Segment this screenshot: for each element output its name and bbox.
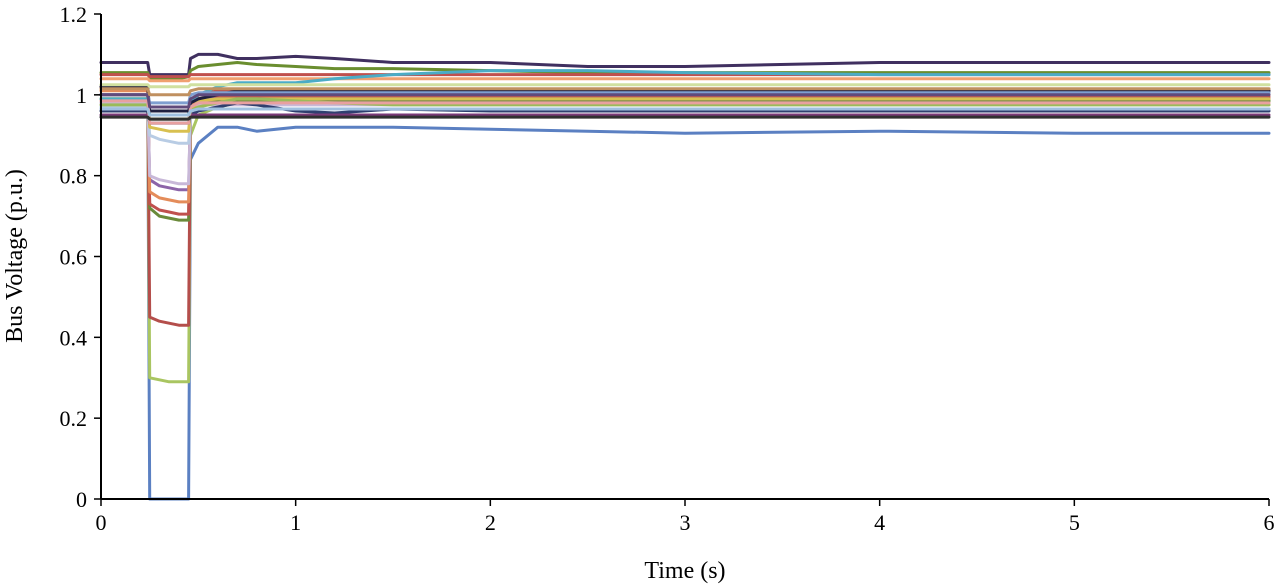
series-line-22	[99, 83, 1271, 89]
series-line-11	[99, 52, 1271, 77]
series-line-26	[99, 115, 1271, 121]
y-tick-label: 0.6	[60, 245, 88, 270]
y-tick-label: 0	[76, 487, 87, 512]
x-tick-label: 4	[874, 510, 885, 535]
series-line-12	[99, 61, 1271, 81]
axis-layer	[100, 14, 1269, 500]
series-line-1	[99, 93, 1271, 501]
series-line-21	[99, 99, 1271, 125]
y-tick-label: 0.8	[60, 164, 88, 189]
series-line-2	[99, 97, 1271, 384]
y-axis-title: Bus Voltage (p.u.)	[2, 169, 28, 343]
series-line-5	[99, 93, 1271, 216]
series-layer	[99, 52, 1271, 501]
series-line-13	[99, 73, 1271, 79]
series-line-3	[99, 85, 1271, 327]
y-tick-label: 1.2	[60, 2, 88, 27]
x-tick-label: 1	[290, 510, 301, 535]
y-tick-label: 0.2	[60, 406, 88, 431]
series-line-14	[99, 77, 1271, 83]
tick-layer: 0 1 2 3 4 5 6 0 0.2 0.4 0.6 0.8 1 1.2	[60, 2, 1275, 535]
series-line-18	[99, 91, 1271, 105]
x-tick-label: 3	[680, 510, 691, 535]
x-tick-label: 2	[485, 510, 496, 535]
y-tick-label: 0.4	[60, 325, 88, 350]
x-tick-label: 6	[1264, 510, 1275, 535]
y-tick-label: 1	[76, 83, 87, 108]
series-line-24	[99, 107, 1271, 117]
x-tick-label: 5	[1069, 510, 1080, 535]
series-line-16	[99, 85, 1271, 113]
series-line-4	[99, 97, 1271, 222]
x-tick-label: 0	[96, 510, 107, 535]
series-line-25	[99, 87, 1271, 97]
x-axis-title: Time (s)	[644, 558, 725, 584]
series-line-23	[99, 93, 1271, 109]
